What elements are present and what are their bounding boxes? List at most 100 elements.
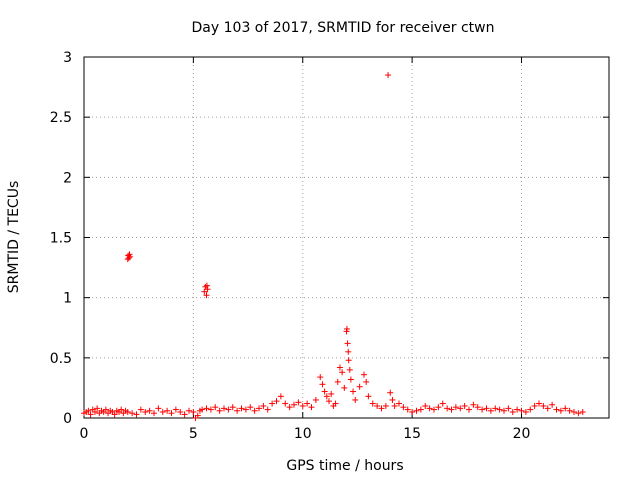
data-point [553,406,560,413]
data-point [422,402,429,409]
data-point [332,400,339,407]
x-tick-labels: 0 5 10 15 20 [80,426,531,442]
data-point [474,404,481,411]
data-point [256,405,262,412]
data-point [400,404,407,411]
data-point [204,286,211,293]
y-tick-label: 1 [63,291,72,307]
data-point [575,410,582,417]
y-tick-label: 3 [63,50,72,66]
data-point [452,404,459,411]
data-point [282,400,289,407]
data-point [522,408,529,415]
data-point [566,407,573,414]
data-point [269,400,276,407]
data-point [87,411,94,418]
data-point [389,396,396,403]
data-point [352,396,359,403]
data-point [457,405,464,412]
data-point [496,406,503,413]
data-point [273,398,280,405]
data-point [396,400,402,407]
data-point [339,369,346,376]
data-point [225,406,232,413]
data-point [203,292,210,299]
data-point [345,357,352,364]
data-point [435,404,442,411]
data-point [295,399,302,406]
data-point [470,401,477,408]
data-point [312,396,319,403]
data-point [448,406,455,413]
data-point [549,401,556,408]
data-point [164,407,171,414]
data-point [479,406,486,413]
data-point [172,406,179,413]
data-point [444,405,451,412]
data-point [466,406,472,413]
y-tick-labels: 0 0.5 1 1.5 2 2.5 3 [50,50,72,427]
x-tick-label: 15 [403,426,421,442]
data-point [221,405,227,412]
data-point [207,406,214,413]
data-point [343,325,350,332]
data-point [334,378,341,385]
data-point [363,378,370,385]
data-point [199,406,206,413]
data-point [509,408,516,415]
data-point [417,406,424,413]
data-point [190,408,197,415]
data-point [299,402,306,409]
data-point [251,407,258,414]
data-point [181,411,188,418]
data-point [385,72,392,79]
data-point [247,404,254,411]
data-point [91,408,98,415]
data-point [361,371,367,378]
data-point [350,388,357,395]
data-point [346,366,353,373]
data-point [323,393,330,400]
x-tick-label: 5 [189,426,198,442]
y-axis-title: SRMTID / TECUs [6,181,22,294]
data-point [579,408,586,415]
data-point [146,407,153,414]
y-tick-label: 0 [63,411,72,427]
y-tick-label: 0.5 [50,351,72,367]
data-point [326,398,332,405]
y-tick-label: 1.5 [50,231,72,247]
data-point [291,401,297,408]
x-tick-label: 10 [294,426,312,442]
data-point [518,407,525,414]
y-tick-label: 2 [63,170,72,186]
data-point [374,402,381,409]
data-point [562,405,569,412]
data-point [125,254,132,261]
data-point [155,405,162,412]
data-point [137,406,144,413]
data-point [212,404,219,411]
data-point [483,405,490,412]
data-point [229,404,236,411]
data-point [487,407,494,414]
data-point [365,393,372,400]
data-point [142,408,149,415]
data-point [242,406,249,413]
data-point [317,374,324,381]
data-point [531,402,538,409]
data-point [321,388,328,395]
x-axis-title: GPS time / hours [286,458,403,474]
data-point [439,400,446,407]
data-point [264,406,271,413]
data-point [336,364,343,371]
data-point [151,410,157,417]
data-point [391,402,398,409]
data-point [194,412,201,419]
data-point [413,407,420,414]
data-point [102,406,109,413]
data-point [501,407,507,414]
data-point [203,282,210,289]
y-tick-label: 2.5 [50,110,72,126]
data-point [133,411,140,418]
